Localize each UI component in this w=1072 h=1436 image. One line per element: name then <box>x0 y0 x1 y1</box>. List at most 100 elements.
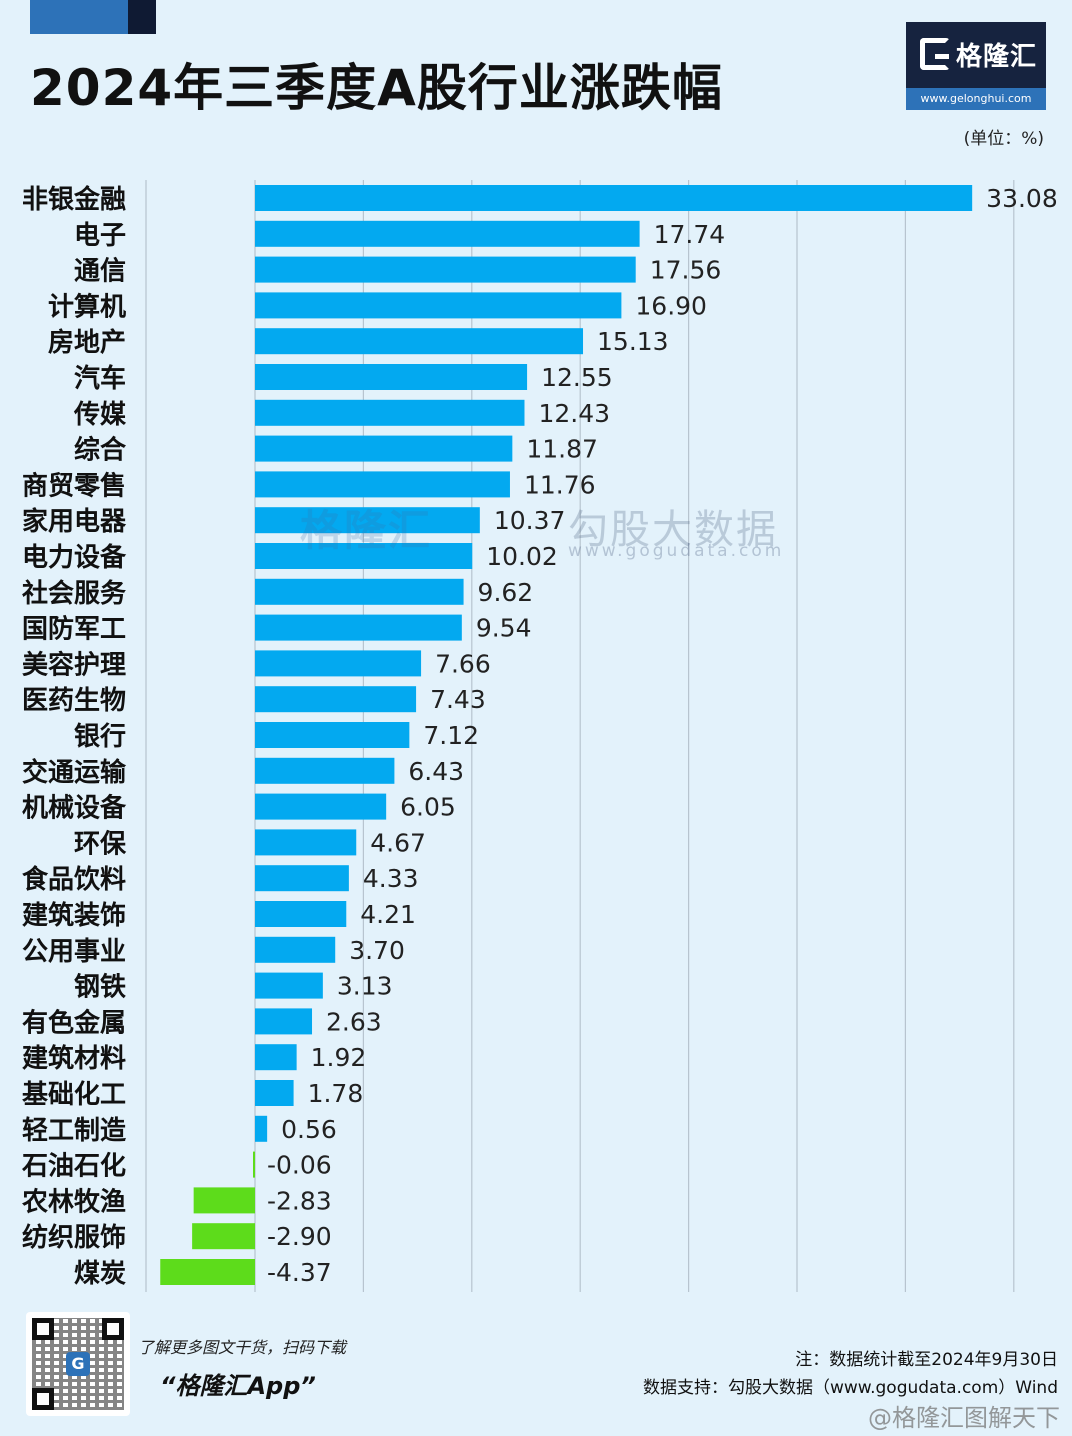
bar-chart: 非银金融 33.08 电子 17.74 通信 17.56 计算机 16.90 房地产 15.13 汽… <box>21 180 1058 1292</box>
value-label: 10.37 <box>494 506 566 535</box>
category-label: 汽车 <box>74 363 126 394</box>
bar <box>255 256 636 283</box>
bar <box>255 364 528 390</box>
value-label: 12.43 <box>538 399 610 428</box>
value-label: 9.62 <box>478 578 534 607</box>
bar <box>193 1187 255 1214</box>
value-label: 2.63 <box>326 1007 382 1036</box>
value-label: 6.43 <box>408 757 464 786</box>
category-label: 商贸零售 <box>22 470 126 501</box>
category-label: 传媒 <box>73 400 127 430</box>
category-label: 有色金属 <box>22 1007 126 1038</box>
category-label: 轻工制造 <box>22 1116 126 1146</box>
category-label: 钢铁 <box>74 972 126 1003</box>
category-label: 美容护理 <box>22 649 126 680</box>
category-label: 计算机 <box>48 291 126 322</box>
qr-finder-top-left <box>32 1318 54 1340</box>
bar <box>255 435 513 462</box>
watermark-data-brand: 勾股大数据 <box>568 507 778 553</box>
category-label: 电子 <box>74 221 126 251</box>
bar <box>255 328 584 355</box>
qr-finder-bottom-left <box>32 1388 54 1410</box>
category-label: 社会服务 <box>22 578 126 609</box>
value-label: 16.90 <box>635 291 707 320</box>
qr-code[interactable]: G <box>26 1312 130 1416</box>
bar <box>255 829 357 856</box>
bar <box>255 578 464 605</box>
top-accent-dark <box>128 0 156 34</box>
category-label: 食品饮料 <box>22 864 126 895</box>
category-label: 综合 <box>74 435 127 466</box>
value-label: 1.78 <box>308 1079 364 1108</box>
category-label: 农林牧渔 <box>21 1187 126 1217</box>
bar <box>255 865 349 892</box>
watermark-brand: 格隆汇 <box>300 506 433 555</box>
bar <box>192 1223 255 1250</box>
bar <box>255 1008 313 1035</box>
bar <box>255 471 510 498</box>
value-label: 7.12 <box>423 721 479 750</box>
category-label: 医药生物 <box>22 686 126 716</box>
category-label: 国防军工 <box>22 615 126 645</box>
value-label: 1.92 <box>311 1043 367 1072</box>
bar <box>255 686 417 713</box>
value-label: -2.83 <box>267 1186 332 1215</box>
qr-finder-top-right <box>102 1318 124 1340</box>
value-label: 3.70 <box>349 936 405 965</box>
value-label: 17.56 <box>650 256 722 285</box>
value-label: -4.37 <box>267 1258 332 1287</box>
category-label: 基础化工 <box>22 1080 126 1110</box>
bar <box>255 936 336 963</box>
value-label: 0.56 <box>281 1115 337 1144</box>
category-label: 环保 <box>74 829 127 859</box>
category-label: 煤炭 <box>74 1259 126 1289</box>
bar <box>255 507 480 534</box>
bar <box>255 1044 297 1071</box>
value-label: 9.54 <box>476 614 532 643</box>
value-label: 33.08 <box>986 184 1058 213</box>
value-label: 15.13 <box>597 327 669 356</box>
category-label: 纺织服饰 <box>22 1222 126 1253</box>
bar <box>160 1259 255 1285</box>
data-note: 注：数据统计截至2024年9月30日 <box>795 1350 1058 1370</box>
watermark-data-url: www.gogudata.com <box>568 541 785 561</box>
category-label: 房地产 <box>48 328 126 358</box>
logo-name: 格隆汇 <box>956 42 1038 72</box>
bar <box>255 793 387 820</box>
promo-text: 了解更多图文干货，扫码下载 <box>138 1338 347 1357</box>
value-label: -2.90 <box>267 1222 332 1251</box>
bar <box>255 757 395 784</box>
category-label: 公用事业 <box>22 937 126 967</box>
bar <box>255 1115 268 1142</box>
bar <box>253 1151 255 1178</box>
bar <box>255 722 410 748</box>
top-accent-blue <box>30 0 128 34</box>
qr-logo-icon: G <box>66 1352 90 1376</box>
category-label: 电力设备 <box>22 543 127 573</box>
unit-label: (单位：%) <box>963 129 1044 149</box>
bar <box>255 614 462 641</box>
app-name: “格隆汇App” <box>160 1372 316 1400</box>
brand-logo: 格隆汇 www.gelonghui.com <box>906 22 1046 110</box>
category-label: 机械设备 <box>22 794 127 824</box>
category-label: 建筑材料 <box>22 1043 126 1074</box>
bar <box>255 543 473 569</box>
data-source: 数据支持：勾股大数据（www.gogudata.com）Wind <box>642 1378 1058 1398</box>
category-label: 银行 <box>74 721 126 752</box>
page-title: 2024年三季度A股行业涨跌幅 <box>30 59 723 117</box>
bar <box>255 901 347 927</box>
category-label: 家用电器 <box>22 506 127 537</box>
weibo-watermark: @格隆汇图解天下 <box>868 1404 1060 1432</box>
bar <box>255 1080 294 1106</box>
value-label: 12.55 <box>541 363 613 392</box>
bar <box>255 972 323 999</box>
value-label: 4.33 <box>363 864 419 893</box>
value-label: 7.43 <box>430 685 486 714</box>
value-label: -0.06 <box>267 1151 332 1180</box>
category-label: 建筑装饰 <box>22 900 126 931</box>
bar <box>255 399 525 426</box>
value-label: 6.05 <box>400 793 456 822</box>
value-label: 7.66 <box>435 649 491 678</box>
bar <box>255 220 640 247</box>
logo-url: www.gelonghui.com <box>906 88 1046 110</box>
